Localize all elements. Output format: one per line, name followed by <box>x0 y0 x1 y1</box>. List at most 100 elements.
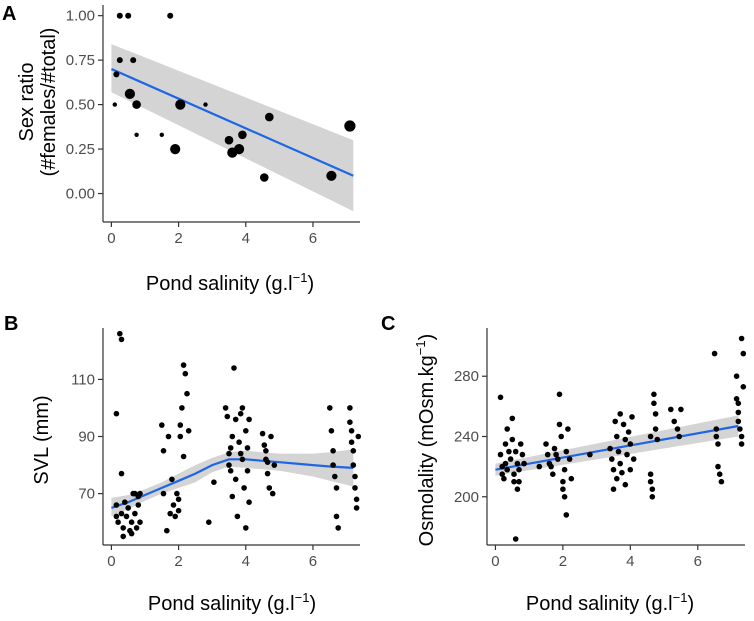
panel-a-data-point <box>159 132 164 137</box>
panel-c-data-point <box>713 433 720 440</box>
panel-c-data-point <box>610 466 617 473</box>
panel-c-y-tick-label: 240 <box>454 429 479 446</box>
panel-c-data-point <box>511 471 517 478</box>
panel-b-data-point <box>236 439 242 446</box>
panel-c-data-point <box>556 421 563 428</box>
panel-c-data-point <box>509 415 516 422</box>
panel-c-data-point <box>738 335 745 342</box>
panel-b-data-point <box>159 422 165 428</box>
panel-b-data-point <box>175 496 182 503</box>
panel-b-data-point <box>350 448 357 454</box>
panel-a-data-point <box>124 88 135 99</box>
panel-c-data-point <box>718 478 725 485</box>
panel-b-data-point <box>118 510 125 517</box>
panel-c-data-point <box>622 436 629 443</box>
panel-c-data-point <box>560 486 566 493</box>
panel-c-tag: C <box>381 313 395 335</box>
panel-a-data-point <box>125 12 132 19</box>
panel-b-data-point <box>133 525 140 531</box>
panel-c-y-axis-title: Osmolality (mOsm.kg−1) <box>413 334 438 547</box>
panel-a-data-point <box>175 99 186 110</box>
panel-c-data-point <box>735 400 742 407</box>
panel-b-data-point <box>232 476 239 483</box>
panel-b-data-point <box>244 445 251 451</box>
panel-c-data-point <box>561 494 568 500</box>
panel-b-data-point <box>246 416 252 423</box>
panel-c-data-point <box>563 448 570 455</box>
panel-b-data-point <box>115 519 121 525</box>
panel-b-data-point <box>164 527 170 534</box>
panel-b-x-tick-label: 6 <box>309 553 317 570</box>
panel-b-data-point <box>122 499 128 506</box>
panel-b-data-point <box>350 462 357 468</box>
panel-c-data-point <box>521 460 527 467</box>
panel-b-data-point <box>120 533 126 540</box>
panel-c-data-point <box>560 478 566 485</box>
panel-c-data-point <box>654 436 661 443</box>
panel-b-data-point <box>185 428 192 434</box>
panel-b-ci-band <box>111 449 354 517</box>
panel-b-data-point <box>172 513 178 520</box>
panel-c-data-point <box>620 421 627 428</box>
panel-c-data-point <box>735 418 742 425</box>
panel-c-chart: C 200 240 280 0 2 4 6 Pond salinity (g.l−1) O… <box>381 313 747 615</box>
panel-c-data-point <box>649 486 656 493</box>
panel-b-data-point <box>113 502 120 508</box>
panel-c-data-point <box>502 441 509 447</box>
panel-b-data-point <box>132 510 138 517</box>
panel-b-data-point <box>237 450 244 457</box>
panel-a-data-point <box>344 120 356 132</box>
panel-a-data-point <box>224 135 234 145</box>
panel-b-data-point <box>269 490 276 497</box>
panel-b-data-point <box>335 525 342 531</box>
panel-c-data-point <box>649 494 656 500</box>
panel-b-trend-line <box>111 458 354 509</box>
panel-b-data-point <box>237 410 244 417</box>
panel-c-data-point <box>565 426 571 432</box>
panel-b-data-point <box>271 462 278 468</box>
panel-c-x-axis-title: Pond salinity (g.l−1) <box>526 590 694 615</box>
panel-c-data-point <box>497 451 504 458</box>
panel-c-points <box>497 335 747 542</box>
panel-b-data-point <box>120 525 126 531</box>
panel-a-x-tick-label: 0 <box>107 230 115 247</box>
panel-c-data-point <box>678 406 684 413</box>
panel-a-data-point <box>234 144 245 155</box>
panel-b-y-tick-label: 110 <box>71 371 95 388</box>
panel-c-data-point <box>716 471 723 478</box>
panel-a-data-point <box>116 57 123 64</box>
panel-c-data-point <box>607 445 613 452</box>
panel-b-data-point <box>239 456 246 463</box>
panel-a-data-point <box>134 132 139 137</box>
panel-a-chart: A 0.00 0.25 0.50 0.75 1.00 0 2 4 6 Pond salinit… <box>2 3 360 295</box>
panel-b-data-point <box>268 433 274 440</box>
panel-b-x-axis-title: Pond salinity (g.l−1) <box>148 590 316 615</box>
panel-c-data-point <box>514 486 521 493</box>
panel-b-data-point <box>333 485 340 491</box>
panel-c-x-ticks: 0 2 4 6 <box>491 545 702 570</box>
panel-c-data-point <box>566 456 573 462</box>
panel-b-data-point <box>180 453 187 460</box>
panel-c-data-point <box>617 460 623 467</box>
panel-b-data-point <box>177 422 184 428</box>
panel-c-data-point <box>614 475 620 482</box>
panel-c-data-point <box>619 469 625 476</box>
panel-b-data-point <box>259 430 266 437</box>
panel-c-data-point <box>516 466 522 473</box>
panel-b-data-point <box>330 448 336 454</box>
panel-c-data-point <box>511 478 517 485</box>
panel-c-data-point <box>499 471 506 478</box>
panel-b-data-point <box>137 519 143 525</box>
panel-b-data-point <box>160 448 167 454</box>
panel-b-data-point <box>170 502 177 508</box>
panel-a-ci-band <box>111 44 354 212</box>
panel-b-data-point <box>239 405 246 411</box>
panel-c-data-point <box>737 426 743 432</box>
panel-b-data-point <box>118 470 125 477</box>
panel-b-data-point <box>135 502 142 508</box>
panel-c-x-tick-label: 6 <box>694 553 702 570</box>
panel-b-data-point <box>355 433 362 440</box>
panel-b-data-point <box>229 493 236 500</box>
panel-c-data-point <box>516 478 522 485</box>
panel-b-data-point <box>175 507 182 514</box>
